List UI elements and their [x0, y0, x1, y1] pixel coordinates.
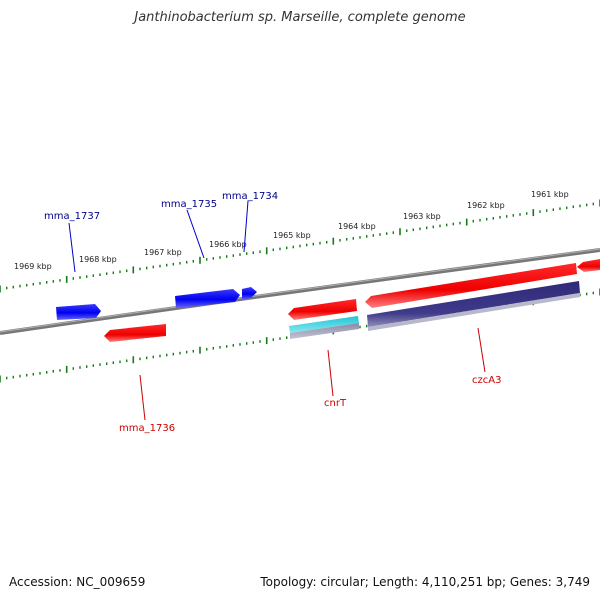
- leader-mma-1737: [68, 222, 76, 273]
- label-czcA3[interactable]: czcA3: [472, 375, 501, 386]
- feature-cyan-cnrT: [289, 316, 359, 339]
- leader-czcA3: [477, 327, 486, 373]
- genome-backbone: [0, 248, 600, 335]
- tick-label-1961: 1961 kbp: [531, 190, 569, 199]
- tick-label-1964: 1964 kbp: [338, 222, 376, 231]
- tick-label-1967: 1967 kbp: [144, 248, 182, 257]
- scale-ticks-outer: [0, 199, 600, 293]
- leader-cnrT: [327, 349, 334, 397]
- label-mma-1734[interactable]: mma_1734: [222, 191, 278, 202]
- genome-backbone-highlight: [0, 248, 600, 333]
- tick-label-1962: 1962 kbp: [467, 201, 505, 210]
- gene-czcA3[interactable]: [365, 263, 577, 308]
- feature-purple-czcA3: [367, 281, 580, 331]
- tick-label-1966: 1966 kbp: [209, 240, 247, 249]
- tick-label-1969: 1969 kbp: [14, 262, 52, 271]
- label-mma-1735[interactable]: mma_1735: [161, 199, 217, 210]
- tick-label-1965: 1965 kbp: [273, 231, 311, 240]
- gene-mma-1736[interactable]: [104, 324, 166, 342]
- accession-text: Accession: NC_009659: [9, 575, 146, 589]
- tick-label-1968: 1968 kbp: [79, 255, 117, 264]
- gene-mma-1737[interactable]: [56, 304, 101, 320]
- genome-summary-text: Topology: circular; Length: 4,110,251 bp…: [260, 575, 590, 589]
- tick-label-1963: 1963 kbp: [403, 212, 441, 221]
- gene-mma-1735[interactable]: [175, 289, 240, 308]
- label-mma-1736[interactable]: mma_1736: [119, 423, 175, 434]
- label-mma-1737[interactable]: mma_1737: [44, 211, 100, 222]
- leader-mma-1734: [243, 200, 249, 253]
- map-title: Janthinobacterium sp. Marseille, complet…: [134, 10, 466, 25]
- leader-mma-1735: [186, 209, 205, 259]
- label-leader-lines: [68, 200, 486, 421]
- gene-unlabeled-edge[interactable]: [577, 259, 600, 272]
- leader-mma-1736: [139, 374, 146, 421]
- gene-mma-1734[interactable]: [242, 287, 257, 300]
- gene-cnrT[interactable]: [288, 299, 357, 320]
- scale-tick-labels: 1969 kbp 1968 kbp 1967 kbp 1966 kbp 1965…: [14, 190, 569, 271]
- label-cnrT[interactable]: cnrT: [324, 398, 347, 409]
- gene-labels: mma_1737 mma_1735 mma_1734 mma_1736 cnrT…: [44, 191, 501, 434]
